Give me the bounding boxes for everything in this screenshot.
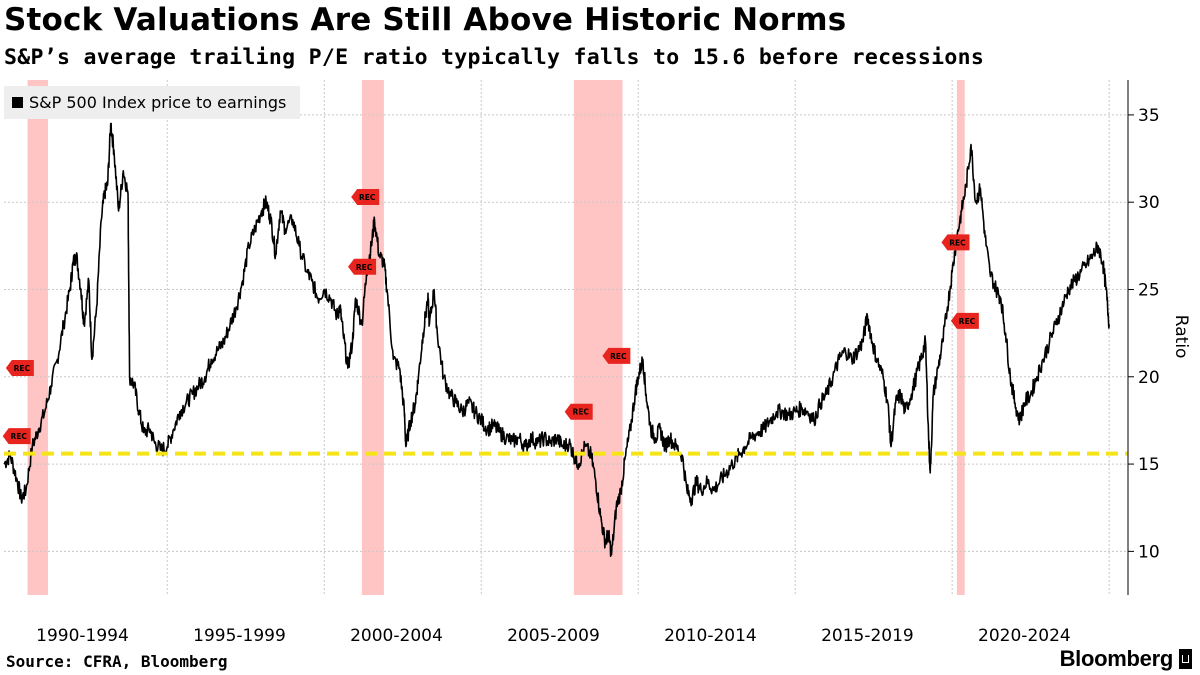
y-tick-label: 20 (1138, 368, 1160, 388)
rec-markers: REC REC REC REC REC REC REC REC (2, 188, 979, 445)
y-axis: 10 15 20 25 30 35 Ratio (1127, 80, 1191, 595)
bloomberg-logo: Bloomberg (1060, 646, 1192, 672)
y-tick-label: 30 (1138, 193, 1160, 213)
rec-marker-label: REC (359, 193, 376, 202)
rec-marker (2, 428, 31, 445)
rec-marker (351, 188, 380, 205)
x-tick-label: 2005-2009 (507, 626, 600, 646)
rec-marker-label: REC (356, 263, 373, 272)
legend-swatch (12, 97, 23, 108)
y-tick-label: 10 (1138, 542, 1160, 562)
x-tick-label: 2020-2024 (978, 626, 1071, 646)
rec-marker (564, 403, 593, 420)
rec-marker-label: REC (949, 238, 966, 247)
x-tick-label: 2000-2004 (350, 626, 443, 646)
rec-marker (348, 258, 377, 275)
chart-title: Stock Valuations Are Still Above Histori… (4, 2, 847, 38)
y-axis-label: Ratio (1171, 315, 1191, 359)
chart-subtitle: S&P’s average trailing P/E ratio typical… (4, 45, 985, 70)
source-note: Source: CFRA, Bloomberg (6, 652, 228, 671)
legend-label: S&P 500 Index price to earnings (29, 93, 287, 112)
grid-lines (4, 80, 1128, 595)
x-axis: 1990-1994 1995-1999 2000-2004 2005-2009 2010… (36, 626, 1071, 646)
y-tick-label: 15 (1138, 455, 1160, 475)
rec-marker-label: REC (959, 317, 976, 326)
legend: S&P 500 Index price to earnings (4, 86, 300, 119)
rec-marker-label: REC (572, 408, 589, 417)
rec-marker (602, 347, 631, 364)
x-tick-label: 1995-1999 (193, 626, 286, 646)
recession-bands (27, 80, 965, 595)
recession-band (27, 80, 48, 595)
recession-band (361, 80, 384, 595)
brand-name: Bloomberg (1059, 646, 1174, 671)
rec-marker (941, 234, 970, 251)
x-tick-label: 2015-2019 (821, 626, 914, 646)
pe-series (3, 122, 1110, 557)
rec-marker-label: REC (14, 364, 31, 373)
y-tick-label: 35 (1138, 106, 1160, 126)
x-tick-label: 2010-2014 (664, 626, 757, 646)
rec-marker (5, 360, 34, 377)
pe-ratio-line (3, 122, 1110, 557)
recession-band (956, 80, 965, 595)
rec-marker-label: REC (610, 352, 627, 361)
rec-marker-label: REC (10, 432, 27, 441)
y-tick-label: 25 (1138, 280, 1160, 300)
bloomberg-tile-icon (1179, 649, 1192, 669)
rec-marker (950, 312, 979, 329)
x-tick-label: 1990-1994 (36, 626, 129, 646)
